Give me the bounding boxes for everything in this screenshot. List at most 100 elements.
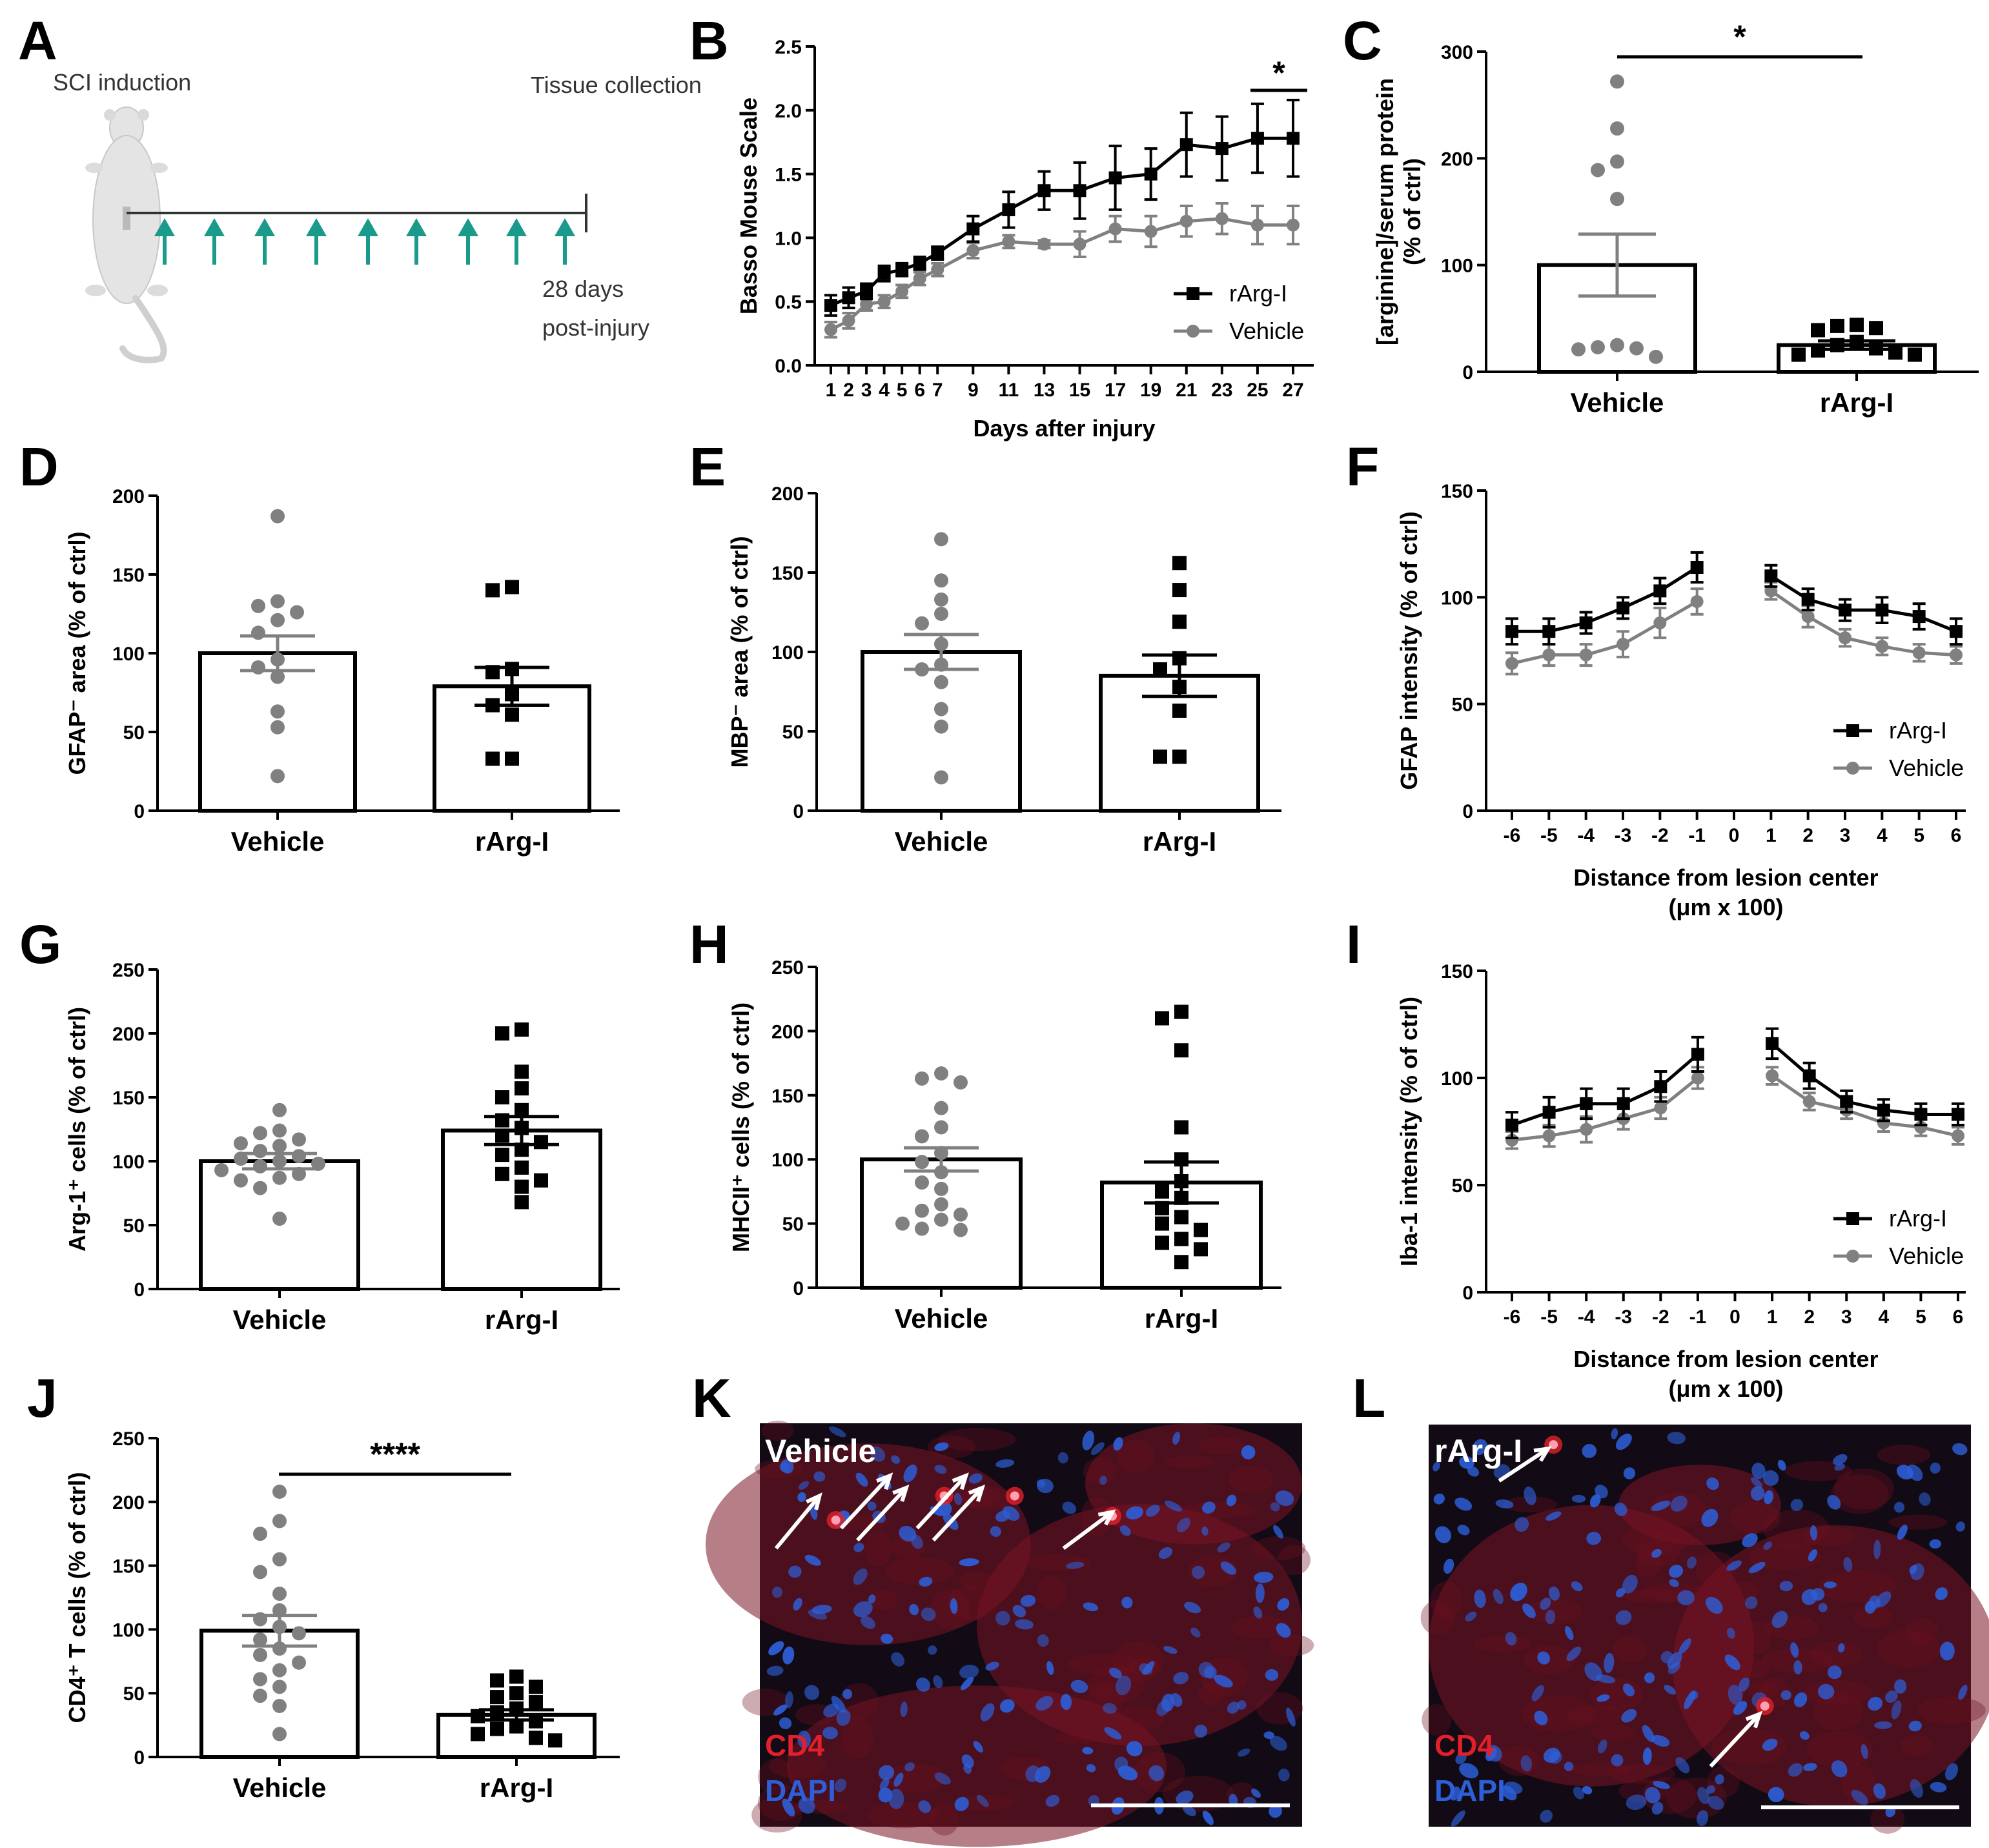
significance-marker: ****: [370, 1436, 420, 1472]
tissue-background: [1521, 1695, 1595, 1732]
x-category-label: rArg-I: [1820, 387, 1893, 418]
data-point-rarg: [1579, 616, 1593, 630]
dapi-nucleus: [1510, 1582, 1527, 1601]
data-point-vehicle: [934, 606, 948, 621]
data-point-vehicle: [1610, 338, 1624, 352]
y-tick-label: 0: [1462, 1283, 1473, 1304]
panel-h-mhcii-cells-bar-chart: 0 50 100 150 200 250 MHCII⁺ cells (% of ctrl) V…: [728, 957, 1281, 1334]
arrow-shaft: [856, 1486, 908, 1542]
data-point-vehicle: [270, 720, 285, 735]
y-tick-label: 200: [112, 1024, 145, 1045]
tissue-background: [841, 1718, 873, 1759]
dapi-nucleus: [1896, 1465, 1914, 1480]
data-point-vehicle: [251, 660, 265, 675]
data-point-rarg: [495, 1166, 509, 1181]
timeline-end-label: Tissue collection: [531, 72, 702, 98]
data-point-rarg: [515, 1064, 529, 1079]
x-tick-label: 13: [1034, 380, 1055, 401]
x-tick-label: -1: [1689, 1306, 1707, 1328]
tissue-background: [1696, 1551, 1737, 1590]
x-tick-label: 6: [1951, 825, 1962, 846]
dapi-nucleus: [995, 1459, 1015, 1468]
dapi-nucleus: [1779, 1580, 1793, 1592]
dapi-nucleus: [1864, 1601, 1876, 1614]
dapi-nucleus: [1780, 1690, 1791, 1700]
white-arrow-icon: [1709, 1711, 1763, 1768]
dapi-nucleus: [1597, 1739, 1607, 1754]
x-tick-label: 5: [1915, 1306, 1926, 1328]
data-point-vehicle: [860, 298, 873, 311]
dapi-nucleus: [909, 1603, 919, 1616]
dapi-nucleus: [1818, 1603, 1828, 1612]
dapi-nucleus: [1454, 1498, 1473, 1511]
dapi-nucleus: [1198, 1661, 1214, 1678]
data-point-vehicle: [270, 769, 285, 784]
dapi-nucleus: [782, 1798, 795, 1817]
x-tick-label: 21: [1176, 380, 1197, 401]
data-point-rarg: [529, 1731, 543, 1745]
data-point-rarg: [1542, 625, 1556, 638]
x-category-label: Vehicle: [233, 1305, 327, 1335]
data-point-vehicle: [272, 1587, 287, 1601]
data-point-vehicle: [1505, 656, 1518, 670]
dapi-nucleus: [1615, 1610, 1632, 1625]
data-point-vehicle: [253, 1144, 267, 1159]
dapi-nucleus: [1742, 1533, 1758, 1548]
dapi-nucleus: [891, 1652, 904, 1667]
data-point-rarg: [1580, 1097, 1593, 1110]
data-point-rarg: [1194, 1242, 1208, 1257]
dapi-nucleus: [1164, 1500, 1183, 1512]
micrograph-rarg-arrows: [1498, 1446, 1763, 1768]
data-point-vehicle: [272, 1552, 287, 1567]
x-tick-label: 2: [843, 380, 854, 401]
tissue-background: [1472, 1636, 1531, 1652]
dapi-nucleus: [1126, 1741, 1143, 1756]
dapi-nucleus: [1910, 1779, 1923, 1798]
data-point-rarg: [966, 222, 980, 236]
y-tick-label: 0: [1462, 362, 1473, 383]
y-axis-title: [arginine]/serum protein: [1372, 78, 1398, 345]
arrow-head: [876, 1472, 893, 1490]
tissue-background: [1841, 1764, 1876, 1803]
data-point-vehicle: [272, 1484, 287, 1499]
data-point-rarg: [1155, 1216, 1169, 1231]
data-point-vehicle: [251, 625, 265, 640]
micrograph-rarg-cd4-label: CD4: [1434, 1729, 1494, 1762]
dapi-nucleus: [1843, 1557, 1853, 1572]
dapi-nucleus: [772, 1586, 782, 1598]
dapi-nucleus: [1108, 1667, 1122, 1679]
data-point-rarg: [1505, 625, 1518, 638]
data-point-vehicle: [290, 605, 304, 620]
data-point-rarg: [548, 1733, 562, 1748]
panel-a-timeline: SCI induction Tissue collection 28 days …: [53, 69, 702, 363]
y-axis-title: MHCII⁺ cells (% of ctrl): [728, 1002, 754, 1252]
tissue-background: [1165, 1455, 1215, 1468]
dapi-nucleus: [1265, 1669, 1279, 1681]
y-tick-label: 0: [134, 1747, 145, 1769]
dapi-nucleus: [1686, 1556, 1697, 1569]
dapi-nucleus: [973, 1741, 983, 1753]
x-tick-label: -4: [1577, 825, 1595, 846]
white-arrow-icon: [774, 1492, 822, 1550]
data-point-rarg: [1912, 610, 1926, 624]
data-point-vehicle: [934, 573, 948, 588]
data-point-vehicle: [270, 669, 285, 684]
tissue-background: [1198, 1683, 1225, 1705]
panel-letter-h: H: [689, 914, 729, 975]
data-point-vehicle: [1215, 212, 1229, 225]
dapi-nucleus: [918, 1800, 931, 1813]
timeline-note-line1: 28 days: [542, 276, 624, 302]
dapi-nucleus: [921, 1607, 936, 1621]
tissue-background: [1748, 1680, 1777, 1699]
tissue-background: [1813, 1692, 1864, 1731]
data-point-rarg: [1155, 1235, 1169, 1250]
dapi-nucleus: [1831, 1760, 1848, 1778]
upward-teal-arrow: [254, 218, 275, 265]
y-axis-title: Arg-1⁺ cells (% of ctrl): [64, 1007, 90, 1252]
x-tick-label: 1: [826, 380, 837, 401]
dapi-nucleus: [1697, 1810, 1709, 1826]
panel-letter-i: I: [1346, 914, 1361, 975]
data-point-rarg: [1172, 704, 1187, 718]
data-point-vehicle: [915, 616, 929, 631]
tissue-background: [1589, 1678, 1644, 1711]
